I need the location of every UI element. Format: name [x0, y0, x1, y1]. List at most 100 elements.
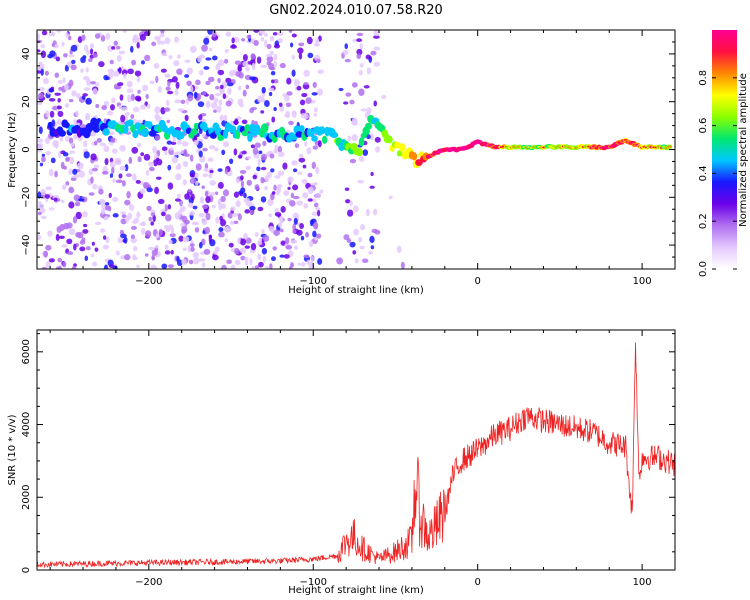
spectrogram-speckle — [264, 185, 268, 191]
spectrogram-speckle — [203, 167, 209, 172]
spectrogram-speckle — [208, 145, 216, 150]
spectrogram-speckle — [37, 33, 40, 40]
snr-y-tick-label: 6000 — [21, 339, 32, 364]
spectrogram-speckle — [199, 155, 206, 163]
spectrogram-speckle — [253, 30, 260, 33]
spectrogram-speckle — [242, 61, 249, 67]
spectrogram-speckle — [86, 49, 90, 56]
spectrogram-speckle — [113, 40, 119, 47]
spectrogram-ridge-blob — [398, 143, 406, 152]
spectrogram-speckle — [221, 149, 226, 156]
spectrogram-speckle — [140, 152, 145, 157]
spectrogram-speckle — [283, 254, 290, 259]
spectrogram-speckle — [373, 35, 380, 39]
spectrogram-speckle — [254, 184, 260, 191]
spectrogram-speckle — [144, 253, 149, 257]
spectrogram-speckle — [187, 94, 194, 102]
spectrogram-speckle — [136, 264, 140, 269]
spectrogram-speckle — [370, 50, 377, 56]
spectrogram-speckle — [336, 257, 344, 265]
spectrogram-speckle — [65, 32, 70, 39]
spectrogram-speckle — [351, 120, 358, 126]
spectrogram-speckle — [181, 258, 187, 265]
spectrogram-speckle — [192, 251, 199, 259]
spectrogram-speckle — [131, 173, 137, 182]
spectrogram-speckle — [184, 193, 190, 200]
spectrogram-speckle — [356, 53, 362, 60]
spectrogram-y-tick-label: −20 — [21, 187, 32, 208]
spectrogram-speckle — [258, 261, 264, 268]
spectrogram-speckle — [54, 92, 61, 96]
spectrogram-speckle — [154, 186, 159, 195]
spectrogram-speckle — [237, 98, 244, 106]
spectrogram-ridge-blob — [358, 137, 365, 147]
spectrogram-speckle — [292, 184, 299, 191]
spectrogram-speckle — [237, 213, 242, 221]
spectrogram-speckle — [167, 81, 171, 87]
spectrogram-speckle — [70, 44, 78, 52]
spectrogram-speckle — [217, 77, 221, 84]
spectrogram-speckle — [103, 216, 109, 221]
spectrogram-speckle — [184, 114, 189, 122]
spectrogram-speckle — [396, 245, 402, 254]
spectrogram-speckle — [118, 173, 123, 179]
spectrogram-speckle — [345, 92, 352, 97]
spectrogram-speckle — [40, 68, 44, 76]
spectrogram-speckle — [250, 144, 256, 149]
spectrogram-y-label: Frequency (Hz) — [7, 112, 18, 188]
spectrogram-speckle — [116, 54, 122, 62]
spectrogram-speckle — [62, 77, 66, 84]
spectrogram-speckle — [313, 42, 320, 47]
spectrogram-speckle — [148, 216, 153, 222]
spectrogram-speckle — [195, 180, 199, 187]
colorbar-tick-label: 0.6 — [698, 118, 709, 134]
spectrogram-speckle — [81, 34, 86, 41]
spectrogram-speckle — [242, 53, 248, 62]
spectrogram-speckle — [361, 258, 369, 264]
spectrogram-speckle — [205, 196, 211, 204]
spectrogram-speckle — [351, 82, 358, 88]
spectrogram-speckle — [280, 228, 284, 233]
spectrogram-speckle — [338, 87, 344, 92]
spectrogram-speckle — [61, 244, 68, 248]
spectrogram-speckle — [243, 192, 247, 199]
spectrogram-speckle — [91, 167, 99, 172]
spectrogram-speckle — [68, 186, 74, 194]
spectrogram-speckle — [99, 142, 107, 147]
spectrogram-speckle — [368, 250, 374, 255]
spectrogram-speckle — [189, 154, 194, 162]
spectrogram-speckle — [48, 97, 56, 102]
spectrogram-speckle — [235, 200, 241, 208]
spectrogram-x-tick-label: 100 — [633, 276, 652, 287]
spectrogram-speckle — [252, 147, 259, 155]
spectrogram-speckle — [132, 118, 138, 124]
spectrogram-speckle — [270, 168, 275, 173]
spectrogram-speckle — [277, 170, 285, 176]
spectrogram-speckle — [79, 246, 86, 252]
spectrogram-speckle — [313, 107, 318, 113]
spectrogram-speckle — [160, 30, 165, 35]
spectrogram-speckle — [94, 221, 102, 226]
spectrogram-speckle — [171, 156, 178, 164]
spectrogram-speckle — [127, 68, 134, 75]
spectrogram-speckle — [108, 192, 112, 198]
spectrogram-speckle — [193, 91, 198, 99]
spectrogram-speckle — [219, 114, 224, 121]
spectrogram-speckle — [115, 179, 123, 184]
spectrogram-speckle — [168, 239, 173, 245]
spectrogram-speckle — [68, 228, 76, 236]
spectrogram-speckle — [101, 207, 106, 215]
spectrogram-speckle — [152, 145, 157, 154]
spectrogram-speckle — [181, 215, 188, 223]
spectrogram-speckle — [117, 236, 124, 244]
spectrogram-speckle — [187, 188, 192, 193]
spectrogram-speckle — [136, 96, 142, 102]
spectrogram-speckle — [57, 118, 62, 126]
spectrogram-speckle — [293, 78, 300, 87]
spectrogram-speckle — [150, 221, 154, 226]
spectrogram-speckle — [260, 153, 268, 161]
spectrogram-speckle — [223, 114, 228, 122]
spectrogram-speckle — [237, 237, 241, 244]
spectrogram-speckle — [170, 141, 177, 145]
spectrogram-speckle — [286, 77, 292, 85]
